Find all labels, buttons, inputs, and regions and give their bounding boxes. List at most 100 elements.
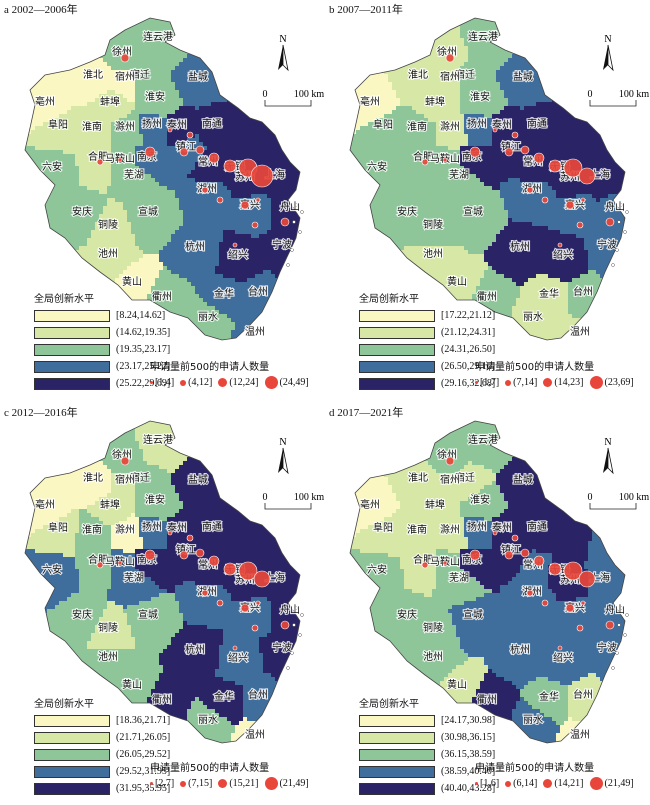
map-panel-b: 连云港 徐州 宿迁 淮北 宿州 淮安 盐城 亳州 蚌埠 阜阳 淮南 滁州 扬州 泰州 南通 六安 合肥 南京 镇江常… (325, 0, 650, 402)
legend-label: (21.71,26.05] (116, 732, 171, 743)
applicant-bubble (565, 200, 575, 210)
city-label: 六安 (42, 160, 62, 173)
city-label: 蚌埠 (100, 95, 120, 108)
city-label: 淮南 (82, 120, 102, 133)
applicant-bubble (167, 530, 173, 536)
city-label: 池州 (98, 650, 118, 663)
applicant-bubble (580, 197, 586, 203)
city-label: 宿迁 (130, 471, 150, 484)
legend-row: (21.12,24.31] (359, 324, 495, 341)
applicant-bubbles (96, 53, 290, 248)
applicant-bubble (253, 570, 271, 588)
city-label: 金华 (539, 287, 559, 300)
applicant-bubble (526, 186, 534, 194)
bubble-size-icon (589, 777, 603, 790)
applicant-bubble (120, 53, 130, 63)
city-label: 南通 (202, 117, 222, 130)
city-label: 杭州 (185, 240, 205, 253)
bubble-legend-label: (7,14] (513, 377, 538, 388)
city-label: 阜阳 (48, 118, 68, 131)
city-label: 丽水 (523, 311, 543, 323)
city-label: 芜湖 (449, 571, 469, 584)
applicant-bubble (223, 562, 237, 576)
city-label: 芜湖 (124, 168, 144, 181)
bubble-legend-label: (21,49] (279, 778, 309, 789)
legend-row: (21.71,26.05] (34, 729, 170, 746)
city-label: 宁波 (597, 641, 617, 654)
city-label: 台州 (248, 688, 268, 701)
applicant-bubble (563, 561, 583, 581)
bubble-legend-label: [1,4] (155, 377, 175, 388)
legend-label: (26.05,29.52] (116, 749, 171, 760)
legend-swatch (359, 377, 435, 390)
bubble-size-icon (218, 378, 228, 387)
legend-label: (19.35,23.17] (116, 344, 171, 355)
applicant-bubble (117, 157, 123, 163)
city-label: 台州 (248, 285, 268, 298)
city-label: 黄山 (447, 678, 467, 691)
applicant-bubble (208, 555, 220, 567)
city-label: 亳州 (360, 95, 380, 108)
bubble-legend-label: (21,49] (604, 778, 634, 789)
city-label: 宣城 (463, 205, 483, 218)
applicant-bubble (526, 589, 534, 597)
legend-label: (29.16,32.68] (441, 378, 496, 389)
applicant-bubble (250, 164, 274, 188)
legend-row: (29.52,31.95] (34, 763, 170, 780)
city-label: 连云港 (143, 433, 173, 446)
applicant-bubble (251, 221, 259, 229)
city-label: 温州 (245, 729, 265, 741)
applicant-bubble (421, 561, 429, 569)
bubble-legend-item: (12,24] (218, 377, 259, 388)
city-label: 淮安 (470, 90, 490, 103)
scale-bar: 0 100 km (263, 492, 324, 510)
bubble-legend-item: (6,14] (505, 778, 537, 789)
legend-row: (19.35,23.17] (34, 341, 170, 358)
legend-row: [18.36,21.71] (34, 712, 170, 729)
applicant-bubble (533, 152, 545, 164)
city-label: 杭州 (510, 240, 530, 253)
legend-label: [8.24,14.62] (116, 310, 166, 321)
scale-bar: 0 100 km (263, 89, 324, 107)
legend-swatch (359, 360, 435, 373)
bubble-legend: 申请量前500的申请人数量 [1,7] (7,14] (14,23] (23,69] (475, 358, 640, 389)
city-label: 盐城 (188, 70, 208, 83)
panel-title: b 2007—2011年 (329, 4, 403, 16)
city-label: 盐城 (513, 473, 533, 486)
bubble-size-icon (543, 779, 553, 788)
city-label: 亳州 (35, 498, 55, 511)
city-label: 舟山 (280, 603, 300, 616)
legend-title: 全局创新水平 (34, 699, 94, 710)
bubble-legend-label: [1,7] (480, 377, 500, 388)
bubble-legend-item: [2,7] (150, 778, 174, 789)
legend-label: [17.22,21.12] (441, 310, 496, 321)
city-label: 台州 (573, 285, 593, 298)
legend-swatch (359, 782, 435, 795)
bubble-legend-item: (15,21] (218, 778, 259, 789)
bubble-legend-label: (7,15] (188, 778, 213, 789)
bubble-legend-item: [1,7] (475, 377, 499, 388)
legend-row: (23.17,25.22] (34, 358, 170, 375)
city-label: 宿迁 (455, 68, 475, 81)
city-label: 宁波 (597, 238, 617, 251)
city-label: 绍兴 (553, 651, 573, 664)
applicant-bubble (580, 600, 586, 606)
applicant-bubble (533, 555, 545, 567)
bubble-legend-item: [1,4] (150, 377, 174, 388)
city-label: 黄山 (122, 678, 142, 691)
applicant-bubble (557, 242, 563, 248)
city-label: 淮安 (145, 90, 165, 103)
legend-swatch (359, 765, 435, 778)
panel-title: d 2017—2021年 (329, 407, 404, 419)
applicant-bubble (179, 550, 189, 560)
applicant-bubble (167, 127, 173, 133)
applicant-bubble (280, 217, 290, 227)
bubble-size-icon (475, 381, 478, 384)
legend-label: (26.50,29.16] (441, 361, 496, 372)
city-label: 阜阳 (373, 118, 393, 131)
applicant-bubble (605, 620, 615, 630)
city-label: 蚌埠 (425, 498, 445, 511)
city-label: 亳州 (35, 95, 55, 108)
city-label: 铜陵 (98, 219, 118, 231)
city-label: 连云港 (143, 30, 173, 43)
